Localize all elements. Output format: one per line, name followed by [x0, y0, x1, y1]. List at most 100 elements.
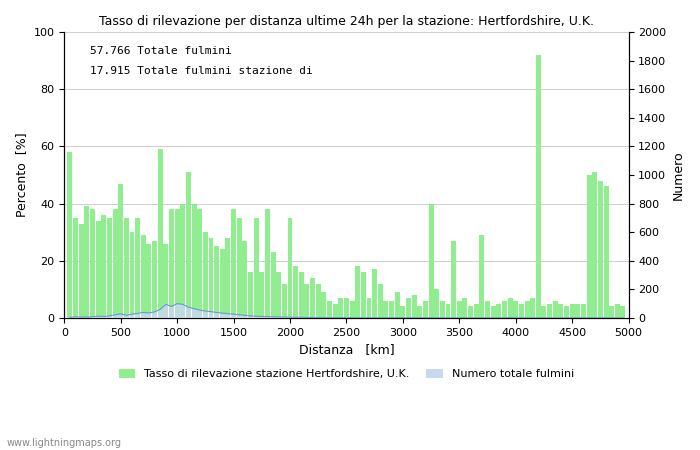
Bar [152, 312, 157, 318]
Bar [592, 172, 597, 318]
Bar [508, 298, 512, 318]
Bar [485, 301, 490, 318]
Bar [231, 314, 236, 318]
Bar [242, 315, 247, 318]
Bar [67, 317, 72, 318]
Text: 17.915 Totale fulmini stazione di: 17.915 Totale fulmini stazione di [90, 66, 312, 76]
Bar [248, 316, 253, 318]
Bar [553, 301, 558, 318]
Bar [304, 284, 309, 318]
Bar [130, 314, 134, 318]
Bar [85, 317, 90, 318]
Bar [73, 317, 78, 318]
Bar [175, 209, 180, 318]
Bar [90, 209, 95, 318]
Bar [214, 312, 219, 318]
Bar [265, 209, 270, 318]
Bar [445, 304, 451, 318]
Legend: Tasso di rilevazione stazione Hertfordshire, U.K., Numero totale fulmini: Tasso di rilevazione stazione Hertfordsh… [114, 364, 579, 384]
Bar [519, 304, 524, 318]
Bar [603, 186, 608, 318]
Bar [113, 315, 118, 318]
Bar [349, 301, 355, 318]
Bar [271, 317, 276, 318]
Bar [288, 317, 293, 318]
Bar [237, 315, 242, 318]
Bar [587, 175, 592, 318]
Bar [372, 269, 377, 318]
Bar [417, 306, 422, 318]
Bar [130, 232, 134, 318]
Bar [440, 301, 445, 318]
Bar [186, 307, 191, 318]
Bar [253, 316, 258, 318]
Bar [118, 184, 123, 318]
Bar [293, 317, 298, 318]
Bar [423, 301, 428, 318]
Bar [384, 301, 388, 318]
Bar [163, 243, 168, 318]
Bar [310, 278, 315, 318]
Bar [496, 304, 501, 318]
Bar [288, 218, 293, 318]
Bar [316, 284, 321, 318]
Bar [73, 218, 78, 318]
Bar [524, 301, 529, 318]
Bar [406, 298, 411, 318]
Bar [124, 218, 129, 318]
Bar [547, 304, 552, 318]
Bar [452, 241, 456, 318]
Bar [237, 218, 242, 318]
Bar [338, 298, 343, 318]
Bar [102, 316, 106, 318]
Bar [304, 317, 309, 318]
Bar [321, 292, 326, 318]
Bar [609, 306, 614, 318]
Bar [293, 266, 298, 318]
Text: www.lightningmaps.org: www.lightningmaps.org [7, 438, 122, 448]
Bar [389, 301, 394, 318]
Bar [158, 309, 162, 318]
Bar [299, 317, 304, 318]
Bar [474, 304, 479, 318]
Bar [220, 313, 225, 318]
Bar [152, 241, 157, 318]
Bar [395, 292, 400, 318]
Bar [220, 249, 225, 318]
Bar [225, 314, 230, 318]
Y-axis label: Numero: Numero [672, 150, 685, 200]
Bar [231, 209, 236, 318]
Bar [253, 218, 258, 318]
Bar [259, 316, 265, 318]
Bar [67, 152, 72, 318]
Bar [457, 301, 462, 318]
Bar [530, 298, 535, 318]
Bar [276, 272, 281, 318]
Bar [299, 272, 304, 318]
Bar [491, 306, 496, 318]
Bar [225, 238, 230, 318]
Bar [428, 203, 433, 318]
Bar [85, 207, 90, 318]
Bar [271, 252, 276, 318]
Y-axis label: Percento  [%]: Percento [%] [15, 133, 28, 217]
Bar [564, 306, 569, 318]
Bar [615, 304, 620, 318]
Bar [344, 298, 349, 318]
Bar [124, 315, 129, 318]
Bar [135, 218, 140, 318]
Bar [400, 306, 405, 318]
Bar [197, 209, 202, 318]
Bar [192, 203, 197, 318]
Bar [163, 304, 168, 318]
Bar [181, 203, 186, 318]
Bar [192, 309, 197, 318]
Bar [146, 243, 151, 318]
Bar [146, 313, 151, 318]
Bar [102, 215, 106, 318]
Bar [598, 180, 603, 318]
Bar [181, 304, 186, 318]
Bar [559, 304, 564, 318]
Bar [169, 306, 174, 318]
Bar [96, 220, 101, 318]
